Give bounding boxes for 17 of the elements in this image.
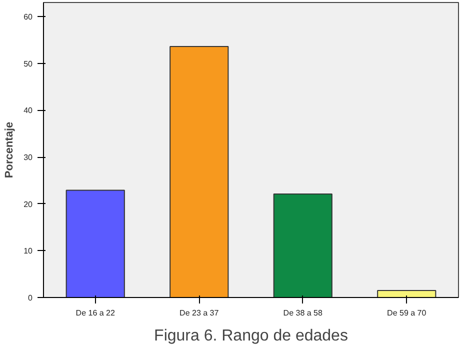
y-tick-label: 50 <box>24 59 34 68</box>
y-tick-label: 0 <box>28 294 34 302</box>
y-tick-label: 10 <box>24 246 34 256</box>
bar <box>170 46 229 298</box>
y-tick-label: 20 <box>24 200 34 209</box>
y-axis-title: Porcentaje <box>4 122 16 178</box>
y-tick-label: 40 <box>24 106 34 116</box>
x-tick-label: De 38 a 58 <box>283 308 323 318</box>
bar <box>66 190 125 298</box>
y-tick-label: 30 <box>24 153 34 162</box>
bar <box>273 194 332 298</box>
x-tick-label: De 16 a 22 <box>76 308 116 318</box>
y-tick-label: 60 <box>24 12 34 22</box>
text: Figura 6. Rango de edades <box>154 328 348 344</box>
bar <box>377 290 436 298</box>
x-tick-label: De 59 a 70 <box>387 308 427 318</box>
x-tick-label: De 23 a 37 <box>180 308 220 318</box>
